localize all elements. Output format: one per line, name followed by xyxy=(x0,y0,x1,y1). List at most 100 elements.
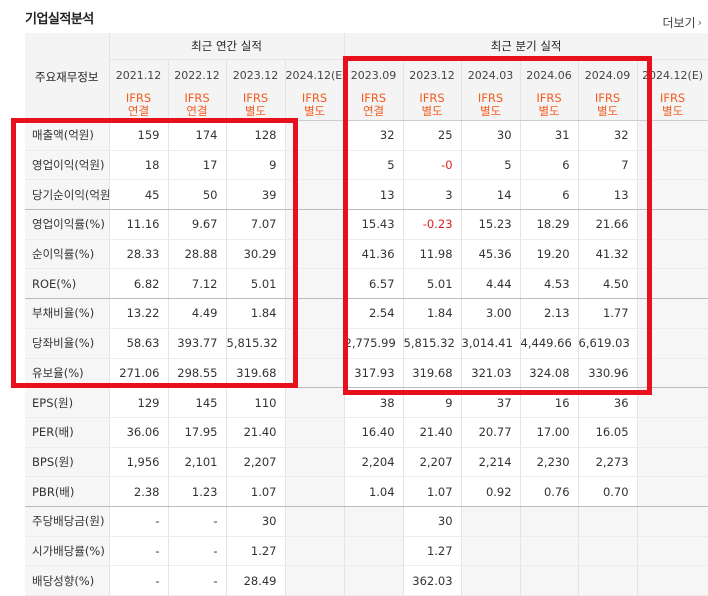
table-cell: 2,214 xyxy=(461,447,521,478)
standard-type: IFRS xyxy=(419,91,445,105)
table-row: 당좌비율(%) 58.63 393.77 5,815.32 2,775.99 5,815.… xyxy=(25,328,708,359)
table-cell xyxy=(285,536,345,567)
table-cell: 362.03 xyxy=(403,565,462,596)
table-cell: 2,101 xyxy=(168,447,227,478)
table-cell: 39 xyxy=(226,179,286,211)
table-row: 시가배당률(%) - -1.27 1.27 xyxy=(25,536,708,567)
table-cell: 13 xyxy=(578,179,638,211)
standard-scope: 별도 xyxy=(479,104,502,118)
table-cell: 30 xyxy=(403,506,462,537)
table-cell: 36.06 xyxy=(109,417,169,448)
table-cell: 7 xyxy=(578,150,638,181)
table-cell: 15.43 xyxy=(343,209,404,240)
table-cell: 1.77 xyxy=(578,298,638,329)
table-cell: 2,775.99 xyxy=(343,328,404,359)
more-link[interactable]: 더보기 › xyxy=(662,14,702,31)
table-cell: - xyxy=(109,565,169,596)
table-cell: 20.77 xyxy=(461,417,521,448)
table-cell: - xyxy=(168,536,227,567)
table-cell xyxy=(285,298,345,329)
period-header: 2023.12 xyxy=(403,59,462,90)
table-cell: 4.53 xyxy=(520,268,579,300)
period-header: 2024.09 xyxy=(578,59,638,90)
table-cell: 41.36 xyxy=(343,239,404,270)
table-row: 당기순이익(억원) 45 50 39 13 3 14 6 13 xyxy=(25,179,708,211)
row-label: 영업이익률(%) xyxy=(25,209,110,240)
table-row: PER(배) 36.06 17.95 21.40 16.40 21.40 20.77 17.0… xyxy=(25,417,708,448)
standard-header: IFRS 별도 xyxy=(520,90,579,121)
table-cell: 2,207 xyxy=(403,447,462,478)
table-cell: 6,619.03 xyxy=(578,328,638,359)
table-cell: 159 xyxy=(109,120,169,151)
row-label: PER(배) xyxy=(25,417,110,448)
table-cell: 6 xyxy=(520,179,579,211)
table-cell: 7.07 xyxy=(226,209,286,240)
standard-scope: 연결 xyxy=(362,104,385,118)
row-label: 순이익률(%) xyxy=(25,239,110,270)
table-row: EPS(원) 129 145 110 38 9 37 16 36 xyxy=(25,387,708,418)
standard-type: IFRS xyxy=(184,91,210,105)
standard-scope: 별도 xyxy=(303,104,326,118)
table-cell: 1.84 xyxy=(403,298,462,329)
period-header: 2024.06 xyxy=(520,59,579,90)
row-label: 유보율(%) xyxy=(25,358,110,389)
table-cell: 271.06 xyxy=(109,358,169,389)
table-cell: 4.44 xyxy=(461,268,521,300)
table-cell: 7.12 xyxy=(168,268,227,300)
standard-scope: 별도 xyxy=(244,104,267,118)
standard-scope: 별도 xyxy=(662,104,684,118)
table-cell xyxy=(637,328,708,359)
table-cell: 2.38 xyxy=(109,476,169,507)
table-cell xyxy=(285,476,345,507)
row-label: BPS(원) xyxy=(25,447,110,478)
table-cell: 32 xyxy=(343,120,404,151)
table-row: BPS(원) 1,956 2,101 2,207 2,204 2,207 2,214 2,23… xyxy=(25,447,708,478)
table-cell xyxy=(637,120,708,151)
table-cell: 4,449.66 xyxy=(520,328,579,359)
table-cell xyxy=(343,565,404,596)
table-cell: 21.40 xyxy=(226,417,286,448)
table-cell: 16.05 xyxy=(578,417,638,448)
table-cell: 2,230 xyxy=(520,447,579,478)
table-cell xyxy=(285,120,345,151)
table-cell: 58.63 xyxy=(109,328,169,359)
table-cell: - xyxy=(109,536,169,567)
table-cell: 3.00 xyxy=(461,298,521,329)
table-cell: -0.23 xyxy=(403,209,462,240)
table-cell xyxy=(285,328,345,359)
standard-type: IFRS xyxy=(477,91,504,105)
table-cell: 50 xyxy=(168,179,227,211)
standard-type: IFRS xyxy=(301,91,328,105)
table-cell: 31 xyxy=(520,120,579,151)
table-cell: 15.23 xyxy=(461,209,521,240)
period-header: 2024.12(E) xyxy=(637,59,708,90)
table-cell: 45 xyxy=(109,179,169,211)
table-cell: 5,815.32 xyxy=(226,328,286,359)
table-cell: 5,815.32 xyxy=(403,328,462,359)
period-header: 2022.12 xyxy=(168,59,227,90)
group-annual: 최근 연간 실적 xyxy=(109,33,345,60)
financial-summary-table: 주요재무정보 최근 연간 실적 최근 분기 실적 2021.12 2022.12 2… xyxy=(25,33,708,596)
table-cell: 11.98 xyxy=(403,239,462,270)
table-cell: 18.29 xyxy=(520,209,579,240)
table-cell: 1.07 xyxy=(403,476,462,507)
table-cell: 9 xyxy=(403,387,462,418)
table-cell: 319.68 xyxy=(403,358,462,389)
table-cell xyxy=(520,536,579,567)
table-cell: 4.49 xyxy=(168,298,227,329)
table-cell: 13 xyxy=(343,179,404,211)
row-header-label: 주요재무정보 xyxy=(25,33,110,121)
table-cell xyxy=(578,536,638,567)
table-cell: 5 xyxy=(343,150,404,181)
table-cell: 317.93 xyxy=(343,358,404,389)
table-cell: - xyxy=(168,565,227,596)
table-cell xyxy=(343,536,404,567)
period-header: 2024.12(E) xyxy=(285,59,345,90)
table-cell xyxy=(637,447,708,478)
table-cell: 6 xyxy=(520,150,579,181)
table-cell: - xyxy=(168,506,227,537)
table-cell: 5 xyxy=(461,150,521,181)
standard-header: IFRS 연결 xyxy=(343,90,404,121)
table-cell xyxy=(285,150,345,181)
table-cell: 321.03 xyxy=(461,358,521,389)
